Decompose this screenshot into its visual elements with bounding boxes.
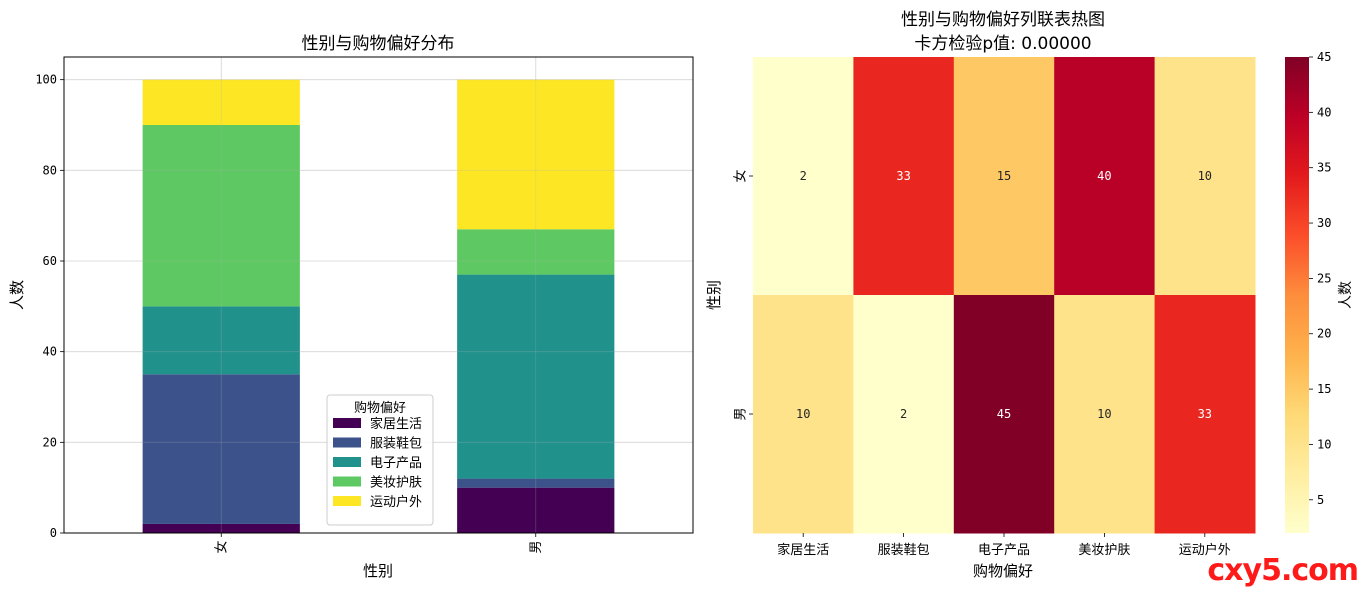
heatmap-y-tick-label: 女	[733, 169, 749, 182]
colorbar-tick-label: 5	[1317, 493, 1324, 507]
colorbar-label: 人数	[1338, 281, 1354, 309]
legend-label: 服装鞋包	[370, 436, 422, 452]
legend-swatch	[333, 476, 361, 487]
y-tick-label: 0	[50, 526, 57, 540]
x-tick-label: 女	[213, 540, 229, 553]
bar-segment	[457, 478, 615, 488]
heatmap-cell	[953, 57, 1055, 296]
heatmap-cells: 2 33 15 40 10 10 2 45 10 33	[753, 57, 1256, 534]
heatmap-x-ticks: 家居生活 服装鞋包 电子产品 美妆护肤 运动户外	[777, 533, 1231, 558]
colorbar-tick-label: 40	[1317, 105, 1331, 119]
y-tick-label: 80	[43, 163, 57, 177]
bar-chart-bars	[64, 57, 693, 534]
legend-swatch	[333, 457, 361, 467]
legend-swatch	[333, 496, 361, 506]
heatmap-cell	[1154, 57, 1256, 296]
watermark: cxy5.com	[1207, 553, 1359, 588]
heatmap-cell	[753, 295, 854, 534]
colorbar-tick-label: 15	[1317, 382, 1331, 396]
colorbar-tick-label: 20	[1317, 327, 1331, 341]
heatmap-subtitle: 卡方检验p值: 0.00000	[914, 34, 1091, 54]
heatmap-cell	[753, 57, 854, 296]
colorbar-tick-label: 10	[1317, 437, 1331, 451]
heatmap-cell	[1154, 295, 1256, 534]
bar-segment	[457, 79, 615, 230]
colorbar-tick-label: 45	[1317, 50, 1331, 64]
y-tick-label: 40	[43, 345, 57, 359]
bar-chart-y-label: 人数	[8, 280, 26, 310]
colorbar-tick-label: 30	[1317, 216, 1331, 230]
stacked-bar-chart: 性别与购物偏好分布 020406080100 女男 性别 人数 购物偏好 家居生…	[8, 34, 694, 580]
heatmap-cell-label: 10	[796, 407, 810, 421]
colorbar-tick-label: 25	[1317, 271, 1331, 285]
heatmap-y-tick-label: 男	[734, 407, 749, 420]
colorbar-ticks: 5 10 15 20 25 30 35 40 45	[1309, 50, 1331, 507]
bar-chart-frame	[63, 56, 694, 534]
heatmap-x-label: 购物偏好	[973, 562, 1033, 580]
legend-label: 运动户外	[370, 494, 422, 510]
heatmap-cell-label: 33	[896, 169, 910, 183]
legend-label: 电子产品	[370, 456, 422, 471]
y-tick-label: 100	[35, 73, 57, 87]
bar-chart-x-ticks: 女男	[213, 533, 544, 554]
heatmap-cell	[853, 57, 955, 296]
bar-segment	[457, 274, 615, 479]
heatmap-x-tick-label: 家居生活	[777, 542, 829, 558]
heatmap-cell	[1054, 295, 1156, 534]
heatmap-cell	[1054, 57, 1156, 296]
heatmap-x-tick-label: 电子产品	[978, 543, 1030, 558]
legend-label: 美妆护肤	[370, 476, 422, 491]
heatmap-cell-label: 33	[1198, 407, 1212, 421]
heatmap-cell	[953, 295, 1055, 534]
heatmap-x-tick-label: 美妆护肤	[1078, 543, 1130, 558]
heatmap-y-ticks: 女男	[733, 169, 753, 421]
heatmap-cell-label: 45	[997, 407, 1011, 421]
bar-segment	[142, 79, 300, 125]
bar-segment	[457, 487, 615, 533]
heatmap-cell-label: 40	[1097, 169, 1111, 183]
bar-segment	[142, 125, 300, 307]
legend-label: 家居生活	[370, 416, 422, 432]
heatmap-x-tick-label: 服装鞋包	[878, 542, 930, 558]
colorbar-tick-label: 35	[1317, 161, 1331, 175]
heatmap-x-tick-label: 运动户外	[1179, 542, 1231, 558]
colorbar-gradient	[1285, 57, 1309, 533]
bar-segment	[142, 306, 300, 375]
bar-chart-x-label: 性别	[363, 562, 393, 580]
heatmap-cell-label: 10	[1097, 407, 1111, 421]
heatmap-cell-label: 15	[997, 169, 1011, 183]
bar-segment	[457, 229, 615, 275]
legend-swatch	[333, 437, 361, 448]
heatmap-chart: 性别与购物偏好列联表热图 卡方检验p值: 0.00000 2 33 15 40 10 10…	[705, 10, 1354, 580]
legend-title: 购物偏好	[354, 400, 406, 416]
bar-chart-y-ticks: 0 20 40 60 80 100	[35, 73, 64, 540]
x-tick-label: 男	[529, 540, 544, 553]
bar-segment	[142, 523, 300, 533]
heatmap-cell-label: 10	[1198, 169, 1212, 183]
heatmap-cell	[853, 295, 955, 534]
bar-segment	[142, 374, 300, 524]
y-tick-label: 60	[43, 254, 57, 268]
bar-chart-title: 性别与购物偏好分布	[302, 34, 455, 54]
heatmap-title: 性别与购物偏好列联表热图	[901, 10, 1105, 30]
heatmap-cell-label: 2	[900, 407, 907, 421]
y-tick-label: 20	[43, 435, 57, 449]
heatmap-colorbar: 5 10 15 20 25 30 35 40 45 人数	[1285, 50, 1354, 533]
heatmap-y-label: 性别	[705, 280, 723, 310]
legend-swatch	[333, 418, 361, 428]
heatmap-cell-label: 2	[800, 169, 807, 183]
